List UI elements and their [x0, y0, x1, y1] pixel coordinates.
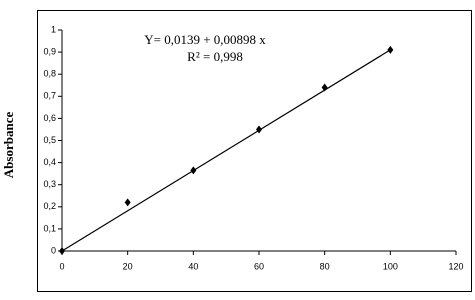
y-axis-label: Absorbance: [1, 112, 16, 179]
data-point: [124, 198, 131, 207]
y-tick-label: 0: [51, 245, 56, 255]
y-tick-label: 0,2: [43, 201, 56, 211]
x-tick-label: 80: [320, 261, 330, 271]
data-point: [190, 166, 197, 175]
y-tick-label: 0,5: [43, 135, 56, 145]
data-point: [321, 83, 328, 92]
y-tick-label: 0,3: [43, 179, 56, 189]
chart-frame: [37, 10, 472, 292]
equation-annotation: Y= 0,0139 + 0,00898 x: [144, 32, 266, 47]
x-tick-label: 100: [383, 261, 398, 271]
x-tick-label: 0: [59, 261, 64, 271]
y-tick-label: 0,1: [43, 223, 56, 233]
y-tick-label: 0,6: [43, 113, 56, 123]
x-tick-label: 20: [123, 261, 133, 271]
y-tick-label: 0,9: [43, 46, 56, 56]
y-tick-label: 0,8: [43, 69, 56, 79]
data-point: [387, 45, 394, 54]
y-tick-label: 0,4: [43, 157, 56, 167]
data-point: [256, 125, 262, 134]
x-tick-label: 60: [254, 261, 264, 271]
trend-line: [61, 49, 391, 252]
y-tick-label: 0,7: [43, 91, 56, 101]
r-squared-annotation: R² = 0,998: [187, 49, 243, 64]
x-tick-label: 40: [188, 261, 198, 271]
y-tick-label: 1: [51, 24, 56, 34]
data-point: [59, 247, 65, 255]
x-tick-label: 120: [448, 261, 463, 271]
